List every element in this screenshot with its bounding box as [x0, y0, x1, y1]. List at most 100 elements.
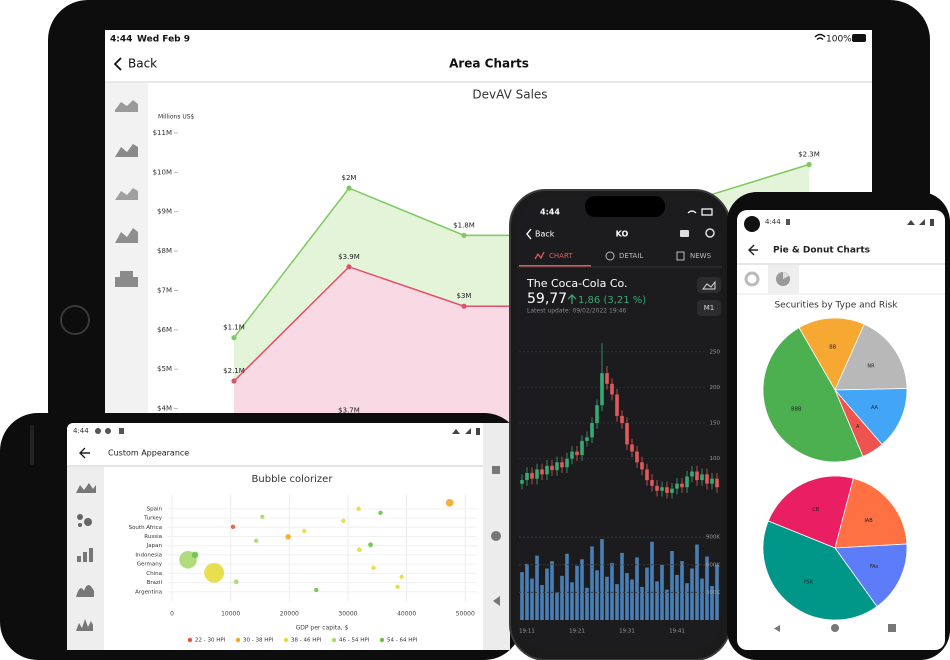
sidebar-icon[interactable]: [115, 271, 138, 287]
volume-bar: [690, 568, 694, 620]
x-tick-label: 10000: [221, 611, 240, 618]
legend-label: 22 - 30 HPI: [195, 638, 226, 644]
back-button[interactable]: Back: [128, 57, 157, 71]
price-change: 1,86 (3,21 %): [578, 295, 646, 306]
value-label: $1.8M: [453, 221, 475, 229]
recents-button[interactable]: [888, 624, 896, 632]
sidebar-icon[interactable]: [76, 619, 93, 631]
back-button[interactable]: [493, 596, 500, 606]
slice-label: IAB: [864, 518, 873, 524]
volume-bar: [565, 553, 569, 620]
slice-label: PSK: [804, 579, 814, 585]
home-button[interactable]: [831, 624, 839, 632]
sidebar-icon[interactable]: [115, 188, 138, 200]
watch-icon[interactable]: [705, 228, 715, 238]
donut-tab[interactable]: [744, 271, 760, 287]
value-label: $2.1M: [223, 367, 245, 375]
bubble: [191, 551, 199, 559]
candle-body: [555, 462, 559, 471]
volume-bar: [615, 584, 619, 620]
candle-body: [590, 423, 594, 438]
speaker: [30, 425, 34, 465]
candle-body: [655, 485, 659, 491]
back-button[interactable]: [774, 625, 780, 632]
tab[interactable]: NEWS: [690, 252, 712, 260]
sidebar-icon[interactable]: [115, 144, 138, 157]
x-axis-label: GDP per capita, $: [296, 625, 349, 632]
back-arrow[interactable]: [79, 447, 90, 459]
home-button[interactable]: [491, 531, 501, 541]
volume-bar: [660, 564, 664, 620]
y-axis-label: Millions US$: [158, 114, 195, 121]
tab[interactable]: DETAIL: [619, 252, 643, 260]
pie-slice: [834, 388, 908, 446]
volume-bar: [655, 581, 659, 620]
status-icon: [119, 428, 124, 434]
candle-body: [715, 478, 719, 488]
volume-bar: [555, 592, 559, 620]
bubble: [399, 574, 404, 580]
pie-slice: [798, 317, 865, 391]
back-arrow[interactable]: [526, 228, 532, 240]
status-time: 4:44: [110, 35, 132, 45]
portfolio-icon[interactable]: [680, 230, 689, 237]
candle-body: [680, 483, 684, 488]
sidebar-icon[interactable]: [115, 228, 138, 243]
period-button[interactable]: [697, 300, 721, 316]
android-phone-right: 4:44 Pie & Donut Charts Securities by Ty…: [727, 192, 950, 660]
tab[interactable]: CHART: [549, 252, 573, 260]
status-date: Wed Feb 9: [137, 35, 190, 45]
candle-body: [700, 474, 704, 481]
candle-body: [615, 394, 619, 416]
pie-slice: [762, 520, 878, 621]
sidebar-icon[interactable]: [76, 483, 96, 493]
company-name: The Coca-Cola Co.: [526, 277, 628, 290]
volume-bar: [715, 564, 719, 620]
x-tick-label: 19:41: [669, 629, 685, 635]
back-arrow[interactable]: [748, 244, 758, 256]
data-point: [231, 335, 237, 341]
volume-bar: [560, 575, 564, 620]
back-arrow[interactable]: [113, 57, 122, 71]
candle-body: [535, 469, 539, 479]
volume-bar: [700, 578, 704, 620]
volume-bar: [675, 574, 679, 620]
home-button[interactable]: [60, 305, 90, 335]
status-time: 4:44: [765, 218, 781, 226]
header-title: Pie & Donut Charts: [773, 246, 870, 256]
y-tick-label: $11M: [153, 129, 172, 137]
candle-body: [630, 444, 634, 452]
tab-icon: [605, 251, 615, 261]
back-button[interactable]: Back: [535, 230, 555, 239]
sidebar-icon[interactable]: [76, 585, 94, 597]
volume-bar: [705, 556, 709, 620]
x-tick-label: 20000: [280, 611, 299, 618]
data-point: [346, 264, 352, 270]
x-tick-label: 30000: [338, 611, 357, 618]
sidebar-icon[interactable]: [77, 548, 93, 562]
bubble: [253, 538, 259, 544]
period-label[interactable]: M1: [704, 304, 715, 312]
y-tick-label: 150: [710, 421, 721, 427]
volume-bar: [605, 576, 609, 620]
recents-button[interactable]: [492, 466, 500, 474]
y-tick-label: $6M: [157, 326, 172, 334]
volume-tick-label: 900K: [706, 535, 720, 541]
camera: [744, 216, 760, 232]
chart-title: Securities by Type and Risk: [774, 301, 898, 311]
sidebar-icon[interactable]: [115, 100, 138, 112]
change-arrow: [567, 294, 577, 304]
legend-label: 54 - 64 HPI: [387, 638, 418, 644]
legend-marker: [283, 637, 289, 643]
candle-body: [675, 483, 679, 489]
sidebar-icon[interactable]: [77, 514, 92, 527]
legend-label: 30 - 38 HPI: [243, 638, 274, 644]
x-tick-label: 0: [170, 611, 174, 618]
volume-bar: [650, 541, 654, 620]
legend-label: 46 - 54 HPI: [339, 638, 370, 644]
y-tick-label: Indonesia: [135, 552, 162, 558]
status-icon: [786, 219, 790, 225]
volume-bar: [625, 573, 629, 620]
